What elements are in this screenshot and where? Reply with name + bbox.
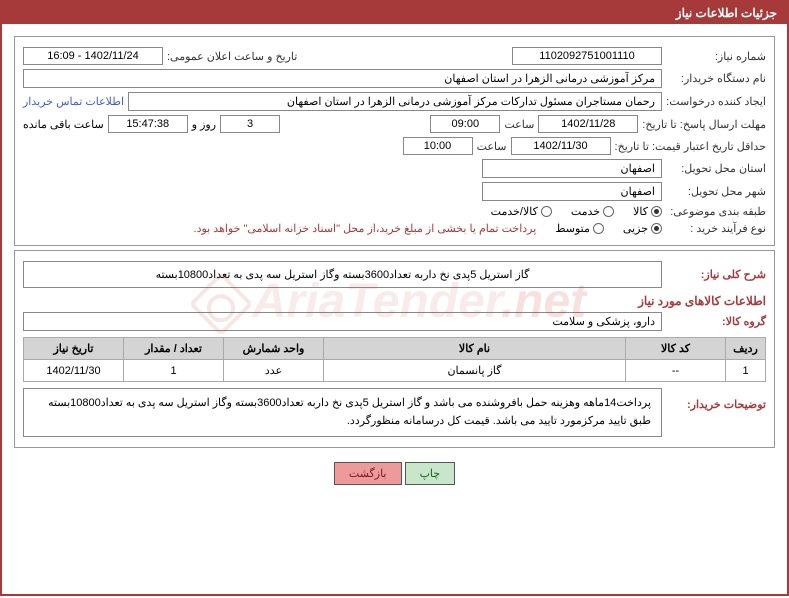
th-qty: تعداد / مقدار — [124, 338, 224, 360]
th-date: تاریخ نیاز — [24, 338, 124, 360]
province-label: استان محل تحویل: — [666, 162, 766, 175]
city-label: شهر محل تحویل: — [666, 185, 766, 198]
radio-medium[interactable]: متوسط — [555, 222, 604, 235]
days-remaining: 3 — [220, 115, 280, 133]
td-qty: 1 — [124, 360, 224, 382]
goods-group-value: دارو، پزشکی و سلامت — [23, 312, 662, 331]
payment-note: پرداخت تمام یا بخشی از مبلغ خرید،از محل … — [194, 222, 537, 235]
buyer-org-value: مرکز آموزشی درمانی الزهرا در استان اصفها… — [23, 69, 662, 88]
countdown-value: 15:47:38 — [108, 115, 188, 133]
announce-value: 1402/11/24 - 16:09 — [23, 47, 163, 65]
goods-info-title: اطلاعات کالاهای مورد نیاز — [23, 294, 766, 308]
page-title: جزئیات اطلاعات نیاز — [676, 6, 777, 20]
days-and-label: روز و — [192, 118, 216, 131]
th-row: ردیف — [726, 338, 766, 360]
category-label: طبقه بندی موضوعی: — [666, 205, 766, 218]
th-unit: واحد شمارش — [224, 338, 324, 360]
radio-dot-icon — [593, 223, 604, 234]
time-label-1: ساعت — [504, 118, 534, 131]
button-row: چاپ بازگشت — [14, 452, 775, 489]
print-button[interactable]: چاپ — [405, 462, 456, 485]
radio-dot-icon — [651, 223, 662, 234]
deadline-send-date: 1402/11/28 — [538, 115, 638, 133]
td-code: -- — [626, 360, 726, 382]
table-row: 1 -- گاز پانسمان عدد 1 1402/11/30 — [24, 360, 766, 382]
need-no-label: شماره نیاز: — [666, 50, 766, 63]
radio-dot-icon — [603, 206, 614, 217]
td-row: 1 — [726, 360, 766, 382]
back-button[interactable]: بازگشت — [334, 462, 402, 485]
need-desc-value: گاز استریل 5پدی نخ داربه تعداد3600بسته و… — [23, 261, 662, 288]
td-date: 1402/11/30 — [24, 360, 124, 382]
announce-label: تاریخ و ساعت اعلان عمومی: — [167, 50, 297, 63]
requester-value: رحمان مستاجران مسئول تدارکات مرکز آموزشی… — [128, 92, 662, 111]
buyer-notes-label: توضیحات خریدار: — [666, 388, 766, 411]
buyer-org-label: نام دستگاه خریدار: — [666, 72, 766, 85]
remaining-label: ساعت باقی مانده — [23, 118, 104, 131]
td-name: گاز پانسمان — [324, 360, 626, 382]
time-label-2: ساعت — [477, 140, 507, 153]
radio-both-label: کالا/خدمت — [491, 205, 538, 218]
buyer-notes-value: پرداخت14ماهه وهزینه حمل بافروشنده می باش… — [23, 388, 662, 437]
need-desc-label: شرح کلی نیاز: — [666, 268, 766, 281]
min-valid-time: 10:00 — [403, 137, 473, 155]
city-value: اصفهان — [482, 182, 662, 201]
radio-medium-label: متوسط — [555, 222, 590, 235]
min-valid-date: 1402/11/30 — [511, 137, 611, 155]
deadline-send-time: 09:00 — [430, 115, 500, 133]
radio-dot-icon — [541, 206, 552, 217]
radio-service-label: خدمت — [571, 205, 600, 218]
radio-dot-icon — [651, 206, 662, 217]
radio-partial-label: جزیی — [623, 222, 648, 235]
radio-both[interactable]: کالا/خدمت — [491, 205, 552, 218]
deadline-send-label: مهلت ارسال پاسخ: تا تاریخ: — [642, 118, 766, 131]
min-valid-label: حداقل تاریخ اعتبار قیمت: تا تاریخ: — [615, 140, 766, 153]
province-value: اصفهان — [482, 159, 662, 178]
radio-service[interactable]: خدمت — [571, 205, 614, 218]
goods-table: ردیف کد کالا نام کالا واحد شمارش تعداد /… — [23, 337, 766, 382]
th-code: کد کالا — [626, 338, 726, 360]
radio-goods[interactable]: کالا — [633, 205, 662, 218]
process-label: نوع فرآیند خرید : — [666, 222, 766, 235]
buyer-contact-link[interactable]: اطلاعات تماس خریدار — [23, 95, 124, 108]
goods-group-label: گروه کالا: — [666, 315, 766, 328]
th-name: نام کالا — [324, 338, 626, 360]
radio-goods-label: کالا — [633, 205, 648, 218]
requester-label: ایجاد کننده درخواست: — [666, 95, 766, 108]
title-bar: جزئیات اطلاعات نیاز — [2, 2, 787, 24]
main-form: شماره نیاز: 1102092751001110 تاریخ و ساع… — [14, 36, 775, 246]
td-unit: عدد — [224, 360, 324, 382]
details-block: شرح کلی نیاز: گاز استریل 5پدی نخ داربه ت… — [14, 250, 775, 448]
need-no-value: 1102092751001110 — [512, 47, 662, 65]
radio-partial[interactable]: جزیی — [623, 222, 662, 235]
